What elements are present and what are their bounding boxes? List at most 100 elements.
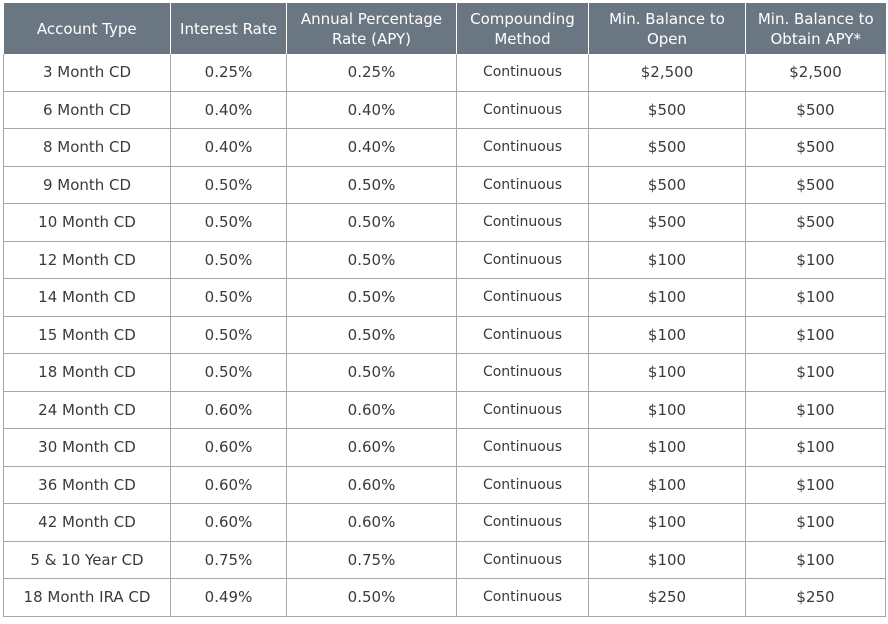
min-balance-open-cell: $100	[588, 465, 746, 504]
account-type-cell: 10 Month CD	[3, 203, 171, 242]
min-balance-apy-cell: $500	[745, 203, 886, 242]
header-text-line: Annual Percentage	[300, 9, 443, 28]
account-type-cell: 14 Month CD	[3, 278, 171, 317]
min-balance-apy-cell: $2,500	[745, 54, 886, 92]
table-header-row: Account Type Interest Rate Annual Percen…	[3, 3, 886, 54]
apy-cell: 0.50%	[286, 578, 457, 617]
min-balance-open-cell: $100	[588, 540, 746, 579]
account-type-cell: 18 Month IRA CD	[3, 578, 171, 617]
account-type-cell: 3 Month CD	[3, 54, 171, 92]
interest-rate-cell: 0.75%	[170, 540, 287, 579]
min-balance-apy-cell: $100	[745, 278, 886, 317]
interest-rate-cell: 0.60%	[170, 428, 287, 467]
compounding-method-cell: Continuous	[456, 540, 589, 579]
min-balance-apy-cell: $500	[745, 165, 886, 204]
table-row: 36 Month CD 0.60% 0.60% Continuous $100 $100	[3, 465, 886, 504]
compounding-method-cell: Continuous	[456, 54, 589, 92]
account-type-cell: 6 Month CD	[3, 90, 171, 129]
min-balance-apy-cell: $100	[745, 390, 886, 429]
interest-rate-cell: 0.50%	[170, 165, 287, 204]
compounding-method-cell: Continuous	[456, 390, 589, 429]
header-text-line: Open	[646, 29, 688, 48]
table-row: 15 Month CD 0.50% 0.50% Continuous $100 $100	[3, 315, 886, 354]
interest-rate-cell: 0.40%	[170, 90, 287, 129]
min-balance-apy-cell: $100	[745, 540, 886, 579]
table-body: 3 Month CD 0.25% 0.25% Continuous $2,500 $2,5…	[3, 54, 886, 617]
min-balance-open-cell: $500	[588, 165, 746, 204]
compounding-method-cell: Continuous	[456, 578, 589, 617]
compounding-method-cell: Continuous	[456, 203, 589, 242]
table-row: 18 Month IRA CD 0.49% 0.50% Continuous $250 $…	[3, 578, 886, 617]
interest-rate-cell: 0.25%	[170, 54, 287, 92]
table-row: 9 Month CD 0.50% 0.50% Continuous $500 $500	[3, 165, 886, 204]
account-type-cell: 24 Month CD	[3, 390, 171, 429]
min-balance-open-cell: $100	[588, 240, 746, 279]
apy-cell: 0.75%	[286, 540, 457, 579]
header-text-line: Compounding	[470, 9, 575, 28]
account-type-cell: 42 Month CD	[3, 503, 171, 542]
interest-rate-cell: 0.50%	[170, 203, 287, 242]
apy-cell: 0.50%	[286, 278, 457, 317]
compounding-method-cell: Continuous	[456, 315, 589, 354]
table-row: 42 Month CD 0.60% 0.60% Continuous $100 $100	[3, 503, 886, 542]
table-row: 12 Month CD 0.50% 0.50% Continuous $100 $100	[3, 240, 886, 279]
min-balance-open-cell: $2,500	[588, 54, 746, 92]
min-balance-apy-cell: $250	[745, 578, 886, 617]
compounding-method-cell: Continuous	[456, 165, 589, 204]
table-row: 24 Month CD 0.60% 0.60% Continuous $100 $100	[3, 390, 886, 429]
apy-cell: 0.40%	[286, 90, 457, 129]
min-balance-apy-cell: $100	[745, 353, 886, 392]
min-balance-open-cell: $100	[588, 390, 746, 429]
min-balance-open-cell: $500	[588, 203, 746, 242]
min-balance-apy-cell: $100	[745, 503, 886, 542]
apy-cell: 0.60%	[286, 428, 457, 467]
min-balance-apy-cell: $500	[745, 90, 886, 129]
header-min-balance-apy: Min. Balance to Obtain APY*	[745, 3, 886, 54]
compounding-method-cell: Continuous	[456, 503, 589, 542]
min-balance-open-cell: $100	[588, 278, 746, 317]
compounding-method-cell: Continuous	[456, 240, 589, 279]
table-row: 14 Month CD 0.50% 0.50% Continuous $100 $100	[3, 278, 886, 317]
table-row: 3 Month CD 0.25% 0.25% Continuous $2,500 $2,5…	[3, 54, 886, 92]
min-balance-open-cell: $100	[588, 353, 746, 392]
header-account-type: Account Type	[3, 3, 171, 54]
apy-cell: 0.25%	[286, 54, 457, 92]
account-type-cell: 18 Month CD	[3, 353, 171, 392]
account-type-cell: 5 & 10 Year CD	[3, 540, 171, 579]
table-row: 30 Month CD 0.60% 0.60% Continuous $100 $100	[3, 428, 886, 467]
min-balance-open-cell: $500	[588, 128, 746, 167]
table-row: 18 Month CD 0.50% 0.50% Continuous $100 $100	[3, 353, 886, 392]
header-text-line: Min. Balance to	[609, 9, 725, 28]
table-row: 8 Month CD 0.40% 0.40% Continuous $500 $500	[3, 128, 886, 167]
compounding-method-cell: Continuous	[456, 278, 589, 317]
account-type-cell: 9 Month CD	[3, 165, 171, 204]
compounding-method-cell: Continuous	[456, 465, 589, 504]
interest-rate-cell: 0.50%	[170, 240, 287, 279]
apy-cell: 0.60%	[286, 465, 457, 504]
account-type-cell: 8 Month CD	[3, 128, 171, 167]
account-type-cell: 30 Month CD	[3, 428, 171, 467]
min-balance-open-cell: $250	[588, 578, 746, 617]
interest-rate-cell: 0.50%	[170, 353, 287, 392]
apy-cell: 0.50%	[286, 203, 457, 242]
interest-rate-cell: 0.60%	[170, 465, 287, 504]
min-balance-apy-cell: $500	[745, 128, 886, 167]
interest-rate-cell: 0.50%	[170, 278, 287, 317]
header-interest-rate: Interest Rate	[170, 3, 287, 54]
min-balance-open-cell: $100	[588, 428, 746, 467]
apy-cell: 0.50%	[286, 353, 457, 392]
min-balance-apy-cell: $100	[745, 315, 886, 354]
interest-rate-cell: 0.40%	[170, 128, 287, 167]
apy-cell: 0.50%	[286, 315, 457, 354]
header-compounding-method: Compounding Method	[456, 3, 589, 54]
apy-cell: 0.50%	[286, 240, 457, 279]
table-row: 6 Month CD 0.40% 0.40% Continuous $500 $500	[3, 90, 886, 129]
header-text-line: Method	[494, 29, 551, 48]
cd-rates-table: Account Type Interest Rate Annual Percen…	[3, 3, 886, 617]
header-min-balance-open: Min. Balance to Open	[588, 3, 746, 54]
min-balance-open-cell: $100	[588, 315, 746, 354]
compounding-method-cell: Continuous	[456, 90, 589, 129]
header-text-line: Rate (APY)	[331, 29, 411, 48]
min-balance-apy-cell: $100	[745, 428, 886, 467]
table-row: 5 & 10 Year CD 0.75% 0.75% Continuous $100 $1…	[3, 540, 886, 579]
